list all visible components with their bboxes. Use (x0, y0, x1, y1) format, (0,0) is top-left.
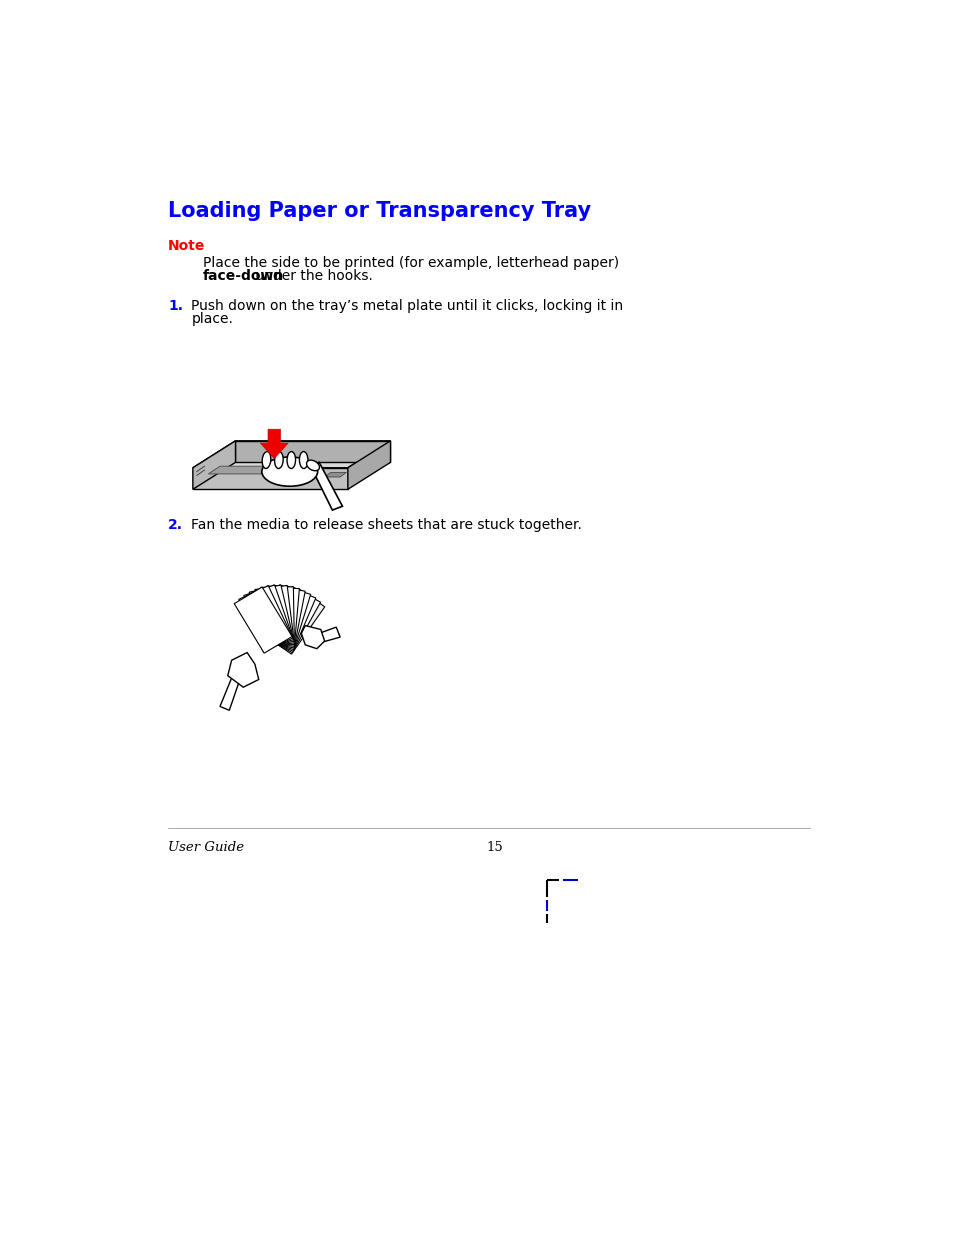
Polygon shape (348, 441, 390, 489)
Polygon shape (193, 441, 390, 468)
Polygon shape (228, 652, 258, 687)
Polygon shape (254, 585, 294, 647)
Polygon shape (238, 585, 293, 652)
Text: Place the side to be printed (for example, letterhead paper): Place the side to be printed (for exampl… (203, 256, 618, 270)
Polygon shape (234, 587, 292, 653)
Text: User Guide: User Guide (168, 841, 244, 855)
Text: 15: 15 (486, 841, 503, 855)
Polygon shape (319, 627, 340, 642)
Ellipse shape (261, 457, 317, 487)
Polygon shape (311, 462, 342, 510)
Polygon shape (220, 678, 239, 710)
Text: Push down on the tray’s metal plate until it clicks, locking it in: Push down on the tray’s metal plate unti… (192, 299, 623, 314)
Ellipse shape (299, 452, 308, 468)
Ellipse shape (287, 452, 295, 468)
Polygon shape (265, 588, 324, 655)
Text: 2.: 2. (168, 517, 183, 532)
Polygon shape (193, 468, 348, 489)
Text: face-down: face-down (203, 269, 284, 283)
Polygon shape (301, 626, 324, 648)
Text: Fan the media to release sheets that are stuck together.: Fan the media to release sheets that are… (192, 517, 581, 532)
Text: Loading Paper or Transparency Tray: Loading Paper or Transparency Tray (168, 200, 591, 221)
Text: place.: place. (192, 312, 233, 326)
Polygon shape (262, 585, 299, 646)
Polygon shape (262, 585, 305, 648)
Polygon shape (262, 585, 311, 650)
Polygon shape (264, 587, 320, 652)
Polygon shape (263, 585, 315, 651)
Polygon shape (260, 430, 288, 458)
Ellipse shape (306, 461, 319, 471)
Polygon shape (193, 441, 235, 489)
Polygon shape (244, 585, 294, 650)
Text: under the hooks.: under the hooks. (251, 269, 373, 283)
Polygon shape (208, 466, 274, 474)
Ellipse shape (274, 452, 283, 468)
Text: Note: Note (168, 240, 205, 253)
Polygon shape (249, 585, 294, 648)
Polygon shape (324, 472, 346, 477)
Text: 1.: 1. (168, 299, 183, 314)
Polygon shape (260, 587, 294, 645)
Polygon shape (235, 441, 390, 462)
Ellipse shape (262, 452, 271, 468)
